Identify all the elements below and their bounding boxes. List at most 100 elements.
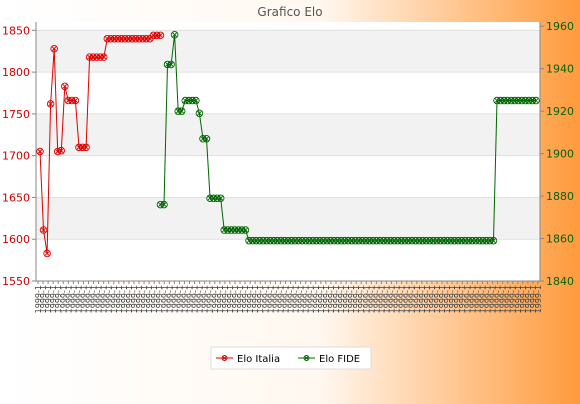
- data-point-circle: [61, 82, 69, 91]
- x-tick-label: 1999-1: [327, 285, 336, 313]
- x-tick-label: 1999-1: [186, 285, 195, 313]
- right-tick-label: 1920: [546, 105, 574, 118]
- data-point-cross: [158, 33, 163, 38]
- x-tick-label: 1999-1: [100, 285, 109, 313]
- x-tick-label: 1999-1: [69, 285, 78, 313]
- x-tick-label: 1999-1: [352, 285, 361, 313]
- data-point-cross: [193, 98, 199, 103]
- left-axis-ticks: 1550 1600 1650 1700 1750 1800 1850: [2, 24, 36, 288]
- data-point-circle: [156, 31, 165, 40]
- data-point-cross: [533, 98, 539, 103]
- data-point-circle: [160, 200, 168, 209]
- x-tick-label: 1999-1: [483, 285, 492, 313]
- x-tick-label: 1999-1: [524, 285, 533, 313]
- x-tick-label: 1999-1: [367, 285, 376, 313]
- x-tick-label: 1999-1: [393, 285, 402, 313]
- x-tick-label: 1999-1: [292, 285, 301, 313]
- data-point: [177, 107, 186, 115]
- legend-marker-cross: [304, 356, 309, 360]
- data-point: [61, 82, 69, 91]
- plot-band: [36, 113, 540, 156]
- data-point: [43, 249, 51, 258]
- data-point-cross: [204, 136, 209, 142]
- x-tick-label: 1999-1: [246, 285, 255, 313]
- data-point: [57, 146, 66, 155]
- data-point: [202, 135, 211, 143]
- left-tick-label: 1800: [2, 66, 30, 79]
- x-tick-label: 1999-1: [337, 285, 346, 313]
- data-point-circle: [489, 236, 498, 245]
- data-point-cross: [48, 101, 53, 107]
- x-tick-label: 1999-1: [74, 285, 83, 313]
- x-tick-label: 1999-1: [499, 285, 508, 313]
- x-tick-label: 1999-1: [403, 285, 412, 313]
- data-point-cross: [37, 149, 43, 154]
- right-tick-label: 1880: [546, 190, 574, 203]
- x-tick-label: 1999-1: [332, 285, 341, 313]
- x-tick-label: 1999-1: [458, 285, 467, 313]
- x-tick-label: 1999-1: [39, 285, 48, 313]
- x-tick-label: 1999-1: [428, 285, 437, 313]
- x-tick-label: 1999-1: [54, 285, 63, 313]
- x-tick-label: 1999-1: [509, 285, 518, 313]
- data-point: [170, 30, 179, 39]
- data-point: [39, 226, 48, 234]
- data-point-cross: [243, 227, 248, 233]
- legend-marker-cross: [222, 356, 227, 360]
- right-tick-label: 1860: [546, 233, 574, 246]
- data-point: [241, 226, 250, 234]
- x-axis-ticks: 1999-11999-11999-11999-11999-11999-11999…: [34, 281, 543, 313]
- x-tick-label: 1999-1: [372, 285, 381, 313]
- x-tick-label: 1999-1: [494, 285, 503, 313]
- data-point-circle: [46, 100, 55, 108]
- x-tick-label: 1999-1: [418, 285, 427, 313]
- x-tick-label: 1999-1: [105, 285, 114, 313]
- data-point-cross: [58, 148, 64, 153]
- right-tick-label: 1940: [546, 63, 574, 76]
- x-tick-label: 1999-1: [85, 285, 94, 313]
- data-point-circle: [177, 107, 186, 115]
- x-tick-label: 1999-1: [413, 285, 422, 313]
- x-tick-label: 1999-1: [433, 285, 442, 313]
- x-tick-label: 1999-1: [448, 285, 457, 313]
- x-tick-label: 1999-1: [44, 285, 53, 313]
- data-point: [195, 109, 204, 118]
- x-tick-label: 1999-1: [120, 285, 129, 313]
- chart-title: Grafico Elo: [257, 5, 322, 19]
- x-tick-label: 1999-1: [468, 285, 477, 313]
- x-tick-label: 1999-1: [423, 285, 432, 313]
- right-tick-label: 1960: [546, 20, 574, 33]
- data-point-cross: [147, 36, 153, 42]
- data-point: [50, 44, 58, 53]
- left-tick-label: 1650: [2, 191, 30, 204]
- x-tick-label: 1999-1: [145, 285, 154, 313]
- data-point-cross: [168, 62, 174, 67]
- data-point-circle: [71, 96, 80, 105]
- x-tick-label: 1999-1: [79, 285, 88, 313]
- x-tick-label: 1999-1: [276, 285, 285, 313]
- x-tick-label: 1999-1: [281, 285, 290, 313]
- left-tick-label: 1750: [2, 108, 30, 121]
- x-tick-label: 1999-1: [266, 285, 275, 313]
- data-point-cross: [62, 84, 68, 89]
- legend-box: [210, 346, 372, 370]
- x-tick-label: 1999-1: [307, 285, 316, 313]
- x-tick-label: 1999-1: [514, 285, 523, 313]
- right-tick-label: 1840: [546, 275, 574, 288]
- x-tick-label: 1999-1: [453, 285, 462, 313]
- data-point-circle: [192, 96, 200, 105]
- x-tick-label: 1999-1: [256, 285, 265, 313]
- data-point-circle: [216, 194, 225, 202]
- x-tick-label: 1999-1: [241, 285, 250, 313]
- x-tick-label: 1999-1: [287, 285, 296, 313]
- legend-label-fide: Elo FIDE: [319, 354, 360, 365]
- data-point: [192, 96, 200, 105]
- x-tick-label: 1999-1: [519, 285, 528, 313]
- data-point: [489, 236, 498, 245]
- x-tick-label: 1999-1: [377, 285, 386, 313]
- x-tick-label: 1999-1: [221, 285, 230, 313]
- data-point-cross: [83, 145, 89, 150]
- x-tick-label: 1999-1: [115, 285, 124, 313]
- data-point: [156, 31, 165, 40]
